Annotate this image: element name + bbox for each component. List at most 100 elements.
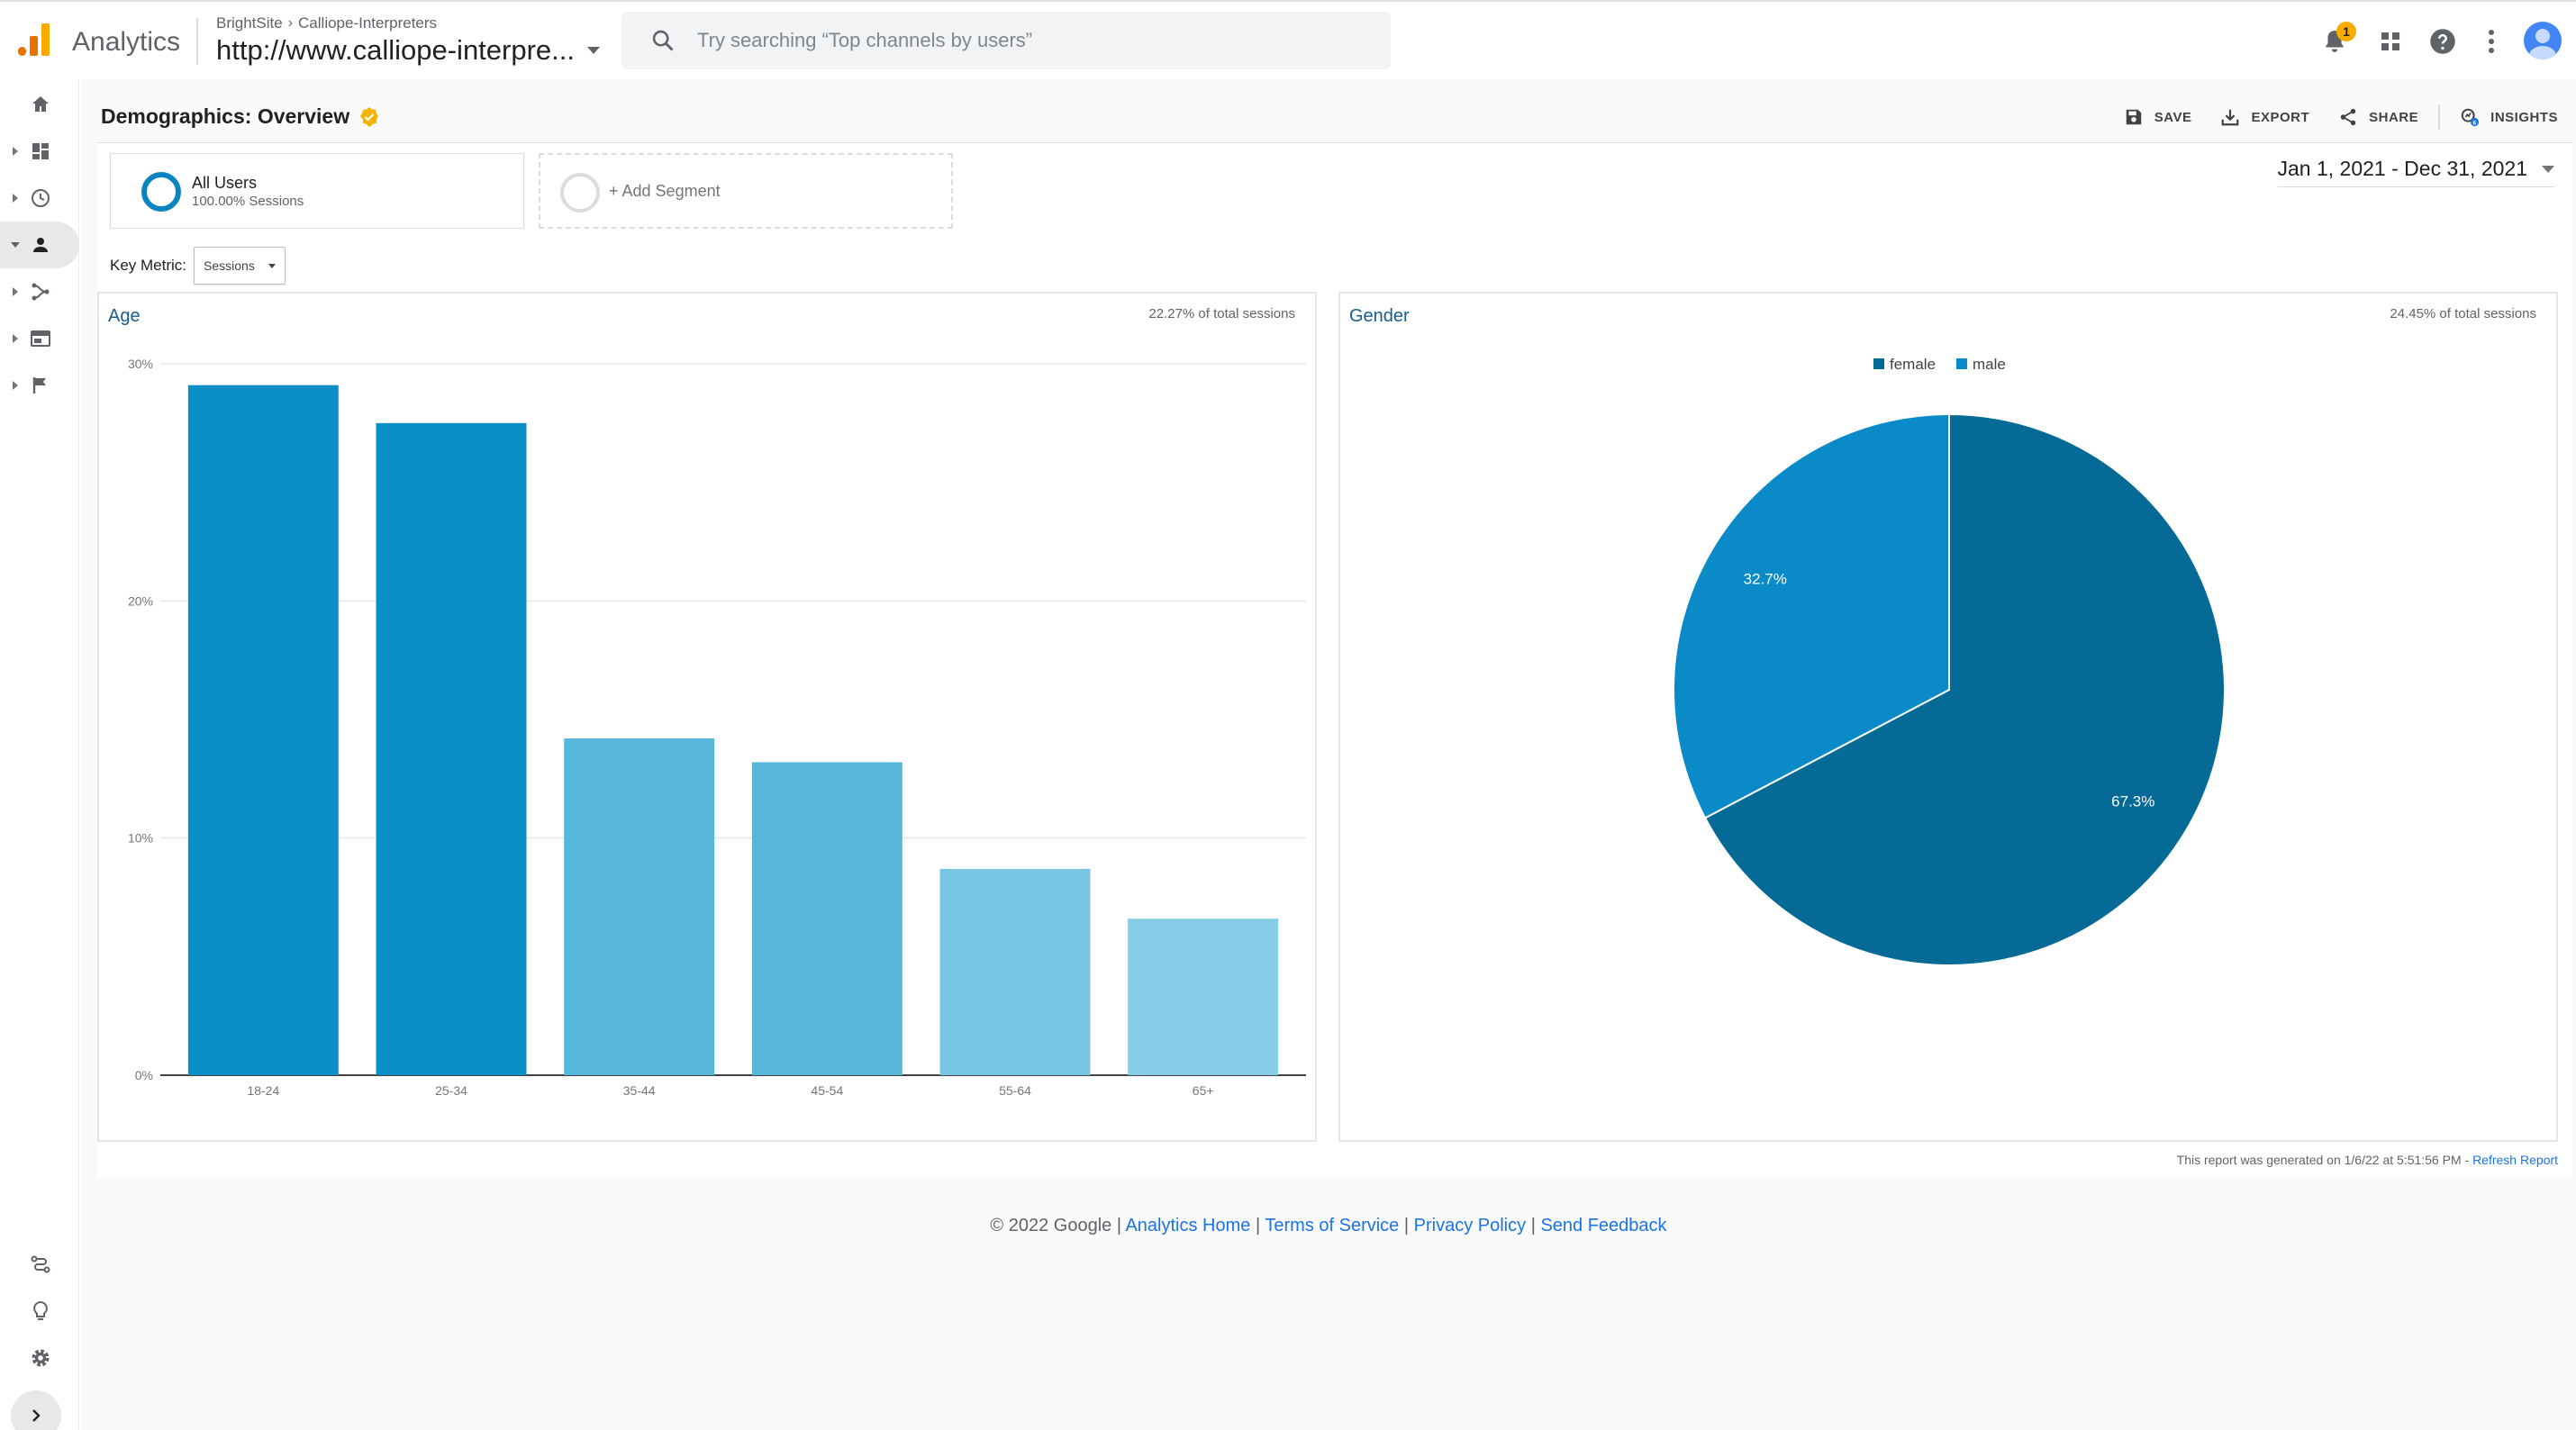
nav-realtime[interactable]	[0, 175, 79, 222]
bar-35-44[interactable]	[564, 738, 715, 1075]
svg-text:6: 6	[2473, 120, 2477, 126]
nav-attribution[interactable]	[0, 1241, 79, 1288]
more-vert-icon	[2489, 30, 2494, 53]
analytics-logo-icon[interactable]	[18, 22, 50, 58]
attribution-icon	[31, 1255, 50, 1273]
dashboard-icon	[32, 143, 49, 159]
expand-arrow-icon	[13, 147, 18, 156]
bar-45-54[interactable]	[751, 762, 903, 1075]
nav-discover[interactable]	[0, 1288, 79, 1335]
audience-icon	[33, 238, 48, 252]
nav-conversions[interactable]	[0, 362, 79, 409]
more-options-button[interactable]	[2475, 23, 2508, 59]
y-tick-label: 0%	[135, 1068, 153, 1082]
export-label: EXPORT	[2251, 109, 2310, 125]
key-metric-select[interactable]: Sessions	[194, 247, 286, 285]
property-selector[interactable]: http://www.calliope-interpre...	[216, 34, 601, 67]
legend-label-female[interactable]: female	[1890, 356, 1936, 373]
bar-55-64[interactable]	[939, 868, 1091, 1075]
footer-link-privacy[interactable]: Privacy Policy	[1413, 1216, 1527, 1235]
footer-link-feedback[interactable]: Send Feedback	[1540, 1216, 1667, 1235]
x-tick-label: 18-24	[247, 1083, 279, 1098]
x-tick-label: 45-54	[811, 1083, 843, 1098]
gender-card: Gender 24.45% of total sessions female ma…	[1338, 292, 2558, 1142]
breadcrumb-property[interactable]: Calliope-Interpreters	[298, 14, 438, 32]
search-input[interactable]	[697, 12, 1364, 69]
insights-button[interactable]: 6 INSIGHTS	[2460, 107, 2558, 127]
key-metric-control: Key Metric: Sessions	[110, 247, 286, 285]
add-segment-button[interactable]: + Add Segment	[539, 153, 953, 229]
nav-customization[interactable]	[0, 128, 79, 175]
footer-copyright: © 2022 Google |	[990, 1216, 1122, 1235]
y-tick-label: 20%	[128, 593, 153, 608]
search-icon	[652, 30, 674, 51]
add-segment-label: + Add Segment	[609, 182, 721, 200]
nav-behavior[interactable]	[0, 315, 79, 362]
x-tick-label: 65+	[1193, 1083, 1214, 1098]
save-label: SAVE	[2154, 109, 2192, 125]
bar-65+[interactable]	[1128, 919, 1279, 1075]
footer-link-terms[interactable]: Terms of Service	[1265, 1216, 1400, 1235]
avatar[interactable]	[2524, 22, 2562, 59]
segment-all-users[interactable]: All Users 100.00% Sessions	[110, 153, 524, 229]
segment-ring-icon	[141, 172, 181, 212]
age-bar-chart: 0% 10% 20% 30% 18-24 25-34 35-44 45-54 55-64 65+	[128, 357, 1306, 1098]
nav-home[interactable]	[0, 81, 79, 128]
notification-badge: 1	[2336, 22, 2356, 41]
expand-nav-button[interactable]	[11, 1390, 61, 1430]
gender-card-title[interactable]: Gender	[1349, 306, 1410, 326]
bar-25-34[interactable]	[376, 422, 527, 1075]
download-icon	[2222, 109, 2239, 126]
realtime-icon	[32, 189, 50, 207]
acquisition-icon	[32, 283, 50, 301]
property-name: http://www.calliope-interpre...	[216, 34, 576, 66]
app-name: Analytics	[72, 27, 181, 57]
age-card-title[interactable]: Age	[108, 306, 141, 326]
x-tick-label: 55-64	[999, 1083, 1031, 1098]
legend-label-male[interactable]: male	[1973, 356, 2006, 373]
notifications-button[interactable]: 1	[2318, 22, 2356, 59]
footer-link-analytics-home[interactable]: Analytics Home	[1125, 1216, 1251, 1235]
caret-down-icon	[2542, 165, 2554, 173]
bar-18-24[interactable]	[187, 385, 339, 1075]
home-icon	[32, 96, 49, 112]
search-bar[interactable]	[621, 12, 1391, 69]
y-tick-label: 10%	[128, 831, 153, 846]
main-content: Demographics: Overview SAVE EXPORT SHARE…	[81, 79, 2576, 1430]
page-header: Demographics: Overview	[101, 104, 380, 129]
export-button[interactable]: EXPORT	[2220, 107, 2309, 127]
report-actions: SAVE EXPORT SHARE 6 INSIGHTS	[2095, 104, 2558, 130]
breadcrumb-account[interactable]: BrightSite	[216, 14, 283, 32]
expand-arrow-icon	[13, 194, 18, 203]
share-icon	[2340, 108, 2356, 126]
nav-admin[interactable]	[0, 1335, 79, 1381]
page-title: Demographics: Overview	[101, 104, 350, 128]
date-range-picker[interactable]: Jan 1, 2021 - Dec 31, 2021	[2277, 157, 2554, 187]
segment-name: All Users	[192, 174, 258, 192]
expand-arrow-icon	[13, 287, 18, 296]
age-card: Age 22.27% of total sessions 0% 10% 20% 30%…	[97, 292, 1317, 1142]
gender-card-note: 24.45% of total sessions	[2390, 306, 2536, 321]
key-metric-label: Key Metric:	[110, 257, 187, 274]
share-button[interactable]: SHARE	[2338, 107, 2418, 127]
x-tick-label: 25-34	[435, 1083, 467, 1098]
apps-grid-icon	[2381, 32, 2399, 50]
segment-sessions: 100.00% Sessions	[192, 194, 304, 209]
help-icon	[2430, 29, 2455, 54]
nav-acquisition[interactable]	[0, 268, 79, 315]
breadcrumb[interactable]: BrightSite › Calliope-Interpreters	[216, 14, 437, 32]
apps-button[interactable]	[2374, 23, 2407, 59]
verified-badge-icon	[360, 106, 379, 127]
refresh-report-link[interactable]: Refresh Report	[2472, 1153, 2558, 1167]
pie-slice-male[interactable]	[1673, 412, 1950, 819]
report-generated-note: This report was generated on 1/6/22 at 5…	[2177, 1153, 2558, 1167]
save-button[interactable]: SAVE	[2124, 107, 2192, 127]
save-icon	[2126, 109, 2141, 125]
pie-slice-female[interactable]	[1703, 412, 2226, 966]
nav-audience[interactable]	[0, 222, 79, 268]
actions-divider	[2438, 104, 2441, 130]
empty-segment-ring-icon	[560, 173, 600, 213]
help-button[interactable]	[2426, 23, 2459, 59]
flag-icon	[32, 377, 46, 394]
key-metric-value: Sessions	[204, 258, 255, 273]
